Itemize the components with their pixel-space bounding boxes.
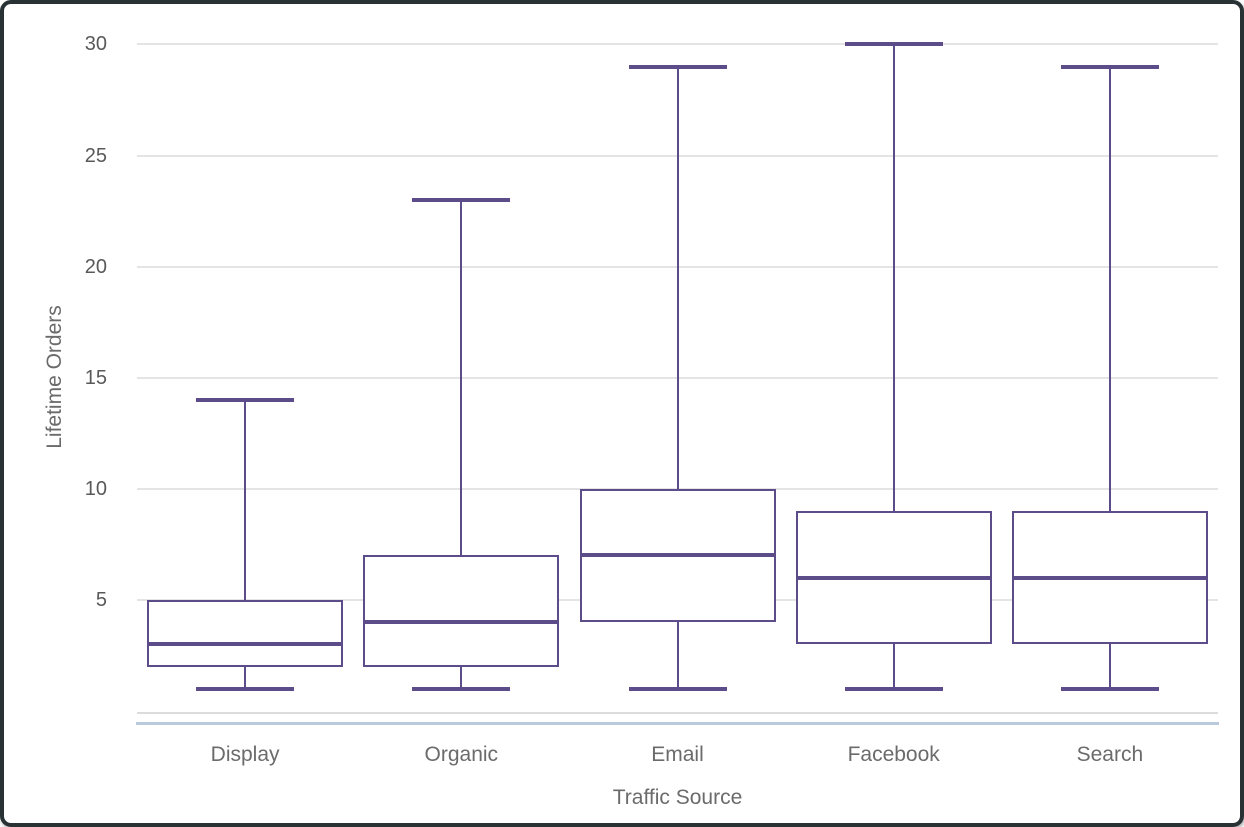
x-tick-label-email: Email	[651, 743, 704, 766]
x-axis-title: Traffic Source	[612, 786, 743, 809]
iqr-box-organic	[363, 555, 560, 667]
whisker-lower-email	[676, 622, 679, 689]
whisker-cap-min-search	[1060, 686, 1159, 691]
median-line-email	[579, 553, 776, 558]
whisker-lower-display	[244, 666, 247, 689]
x-tick-label-organic: Organic	[424, 743, 499, 766]
median-line-search	[1011, 575, 1208, 580]
whisker-cap-min-organic	[412, 686, 511, 691]
whisker-upper-display	[244, 399, 247, 600]
y-tick-label-10: 10	[84, 477, 107, 500]
median-line-facebook	[795, 575, 992, 580]
x-axis-accent-line	[136, 722, 1219, 725]
whisker-cap-max-organic	[412, 197, 511, 202]
whisker-cap-min-facebook	[844, 686, 943, 691]
whisker-cap-max-display	[196, 397, 295, 402]
gridline-30	[137, 43, 1218, 46]
y-tick-label-5: 5	[95, 588, 107, 611]
y-axis-title: Lifetime Orders	[43, 305, 66, 449]
median-line-display	[147, 642, 344, 647]
whisker-upper-search	[1108, 66, 1111, 511]
iqr-box-display	[147, 599, 344, 667]
whisker-cap-max-facebook	[844, 42, 943, 47]
whisker-cap-max-search	[1060, 64, 1159, 69]
whisker-upper-email	[676, 66, 679, 489]
median-line-organic	[363, 620, 560, 625]
whisker-cap-max-email	[628, 64, 727, 69]
whisker-lower-organic	[460, 666, 463, 689]
y-tick-label-15: 15	[84, 366, 107, 389]
x-tick-label-display: Display	[210, 743, 280, 766]
whisker-upper-organic	[460, 199, 463, 556]
whisker-upper-facebook	[892, 44, 895, 511]
y-tick-label-25: 25	[84, 144, 107, 167]
x-axis-line	[137, 712, 1218, 714]
y-tick-label-30: 30	[84, 33, 107, 56]
x-tick-label-search: Search	[1076, 743, 1144, 766]
y-tick-label-20: 20	[84, 255, 107, 278]
whisker-lower-facebook	[892, 644, 895, 689]
whisker-cap-min-display	[196, 686, 295, 691]
whisker-lower-search	[1108, 644, 1111, 689]
x-tick-label-facebook: Facebook	[847, 743, 940, 766]
whisker-cap-min-email	[628, 686, 727, 691]
